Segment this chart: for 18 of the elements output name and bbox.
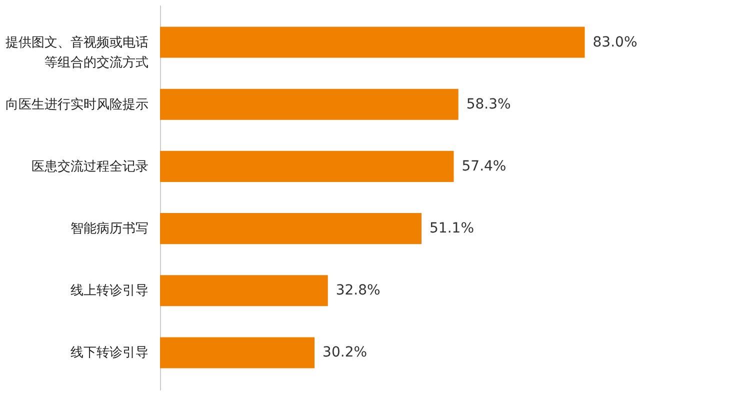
data-label: 32.8%	[336, 282, 380, 299]
data-label: 57.4%	[462, 158, 506, 174]
data-label: 58.3%	[466, 96, 511, 112]
y-tick-label: 医患交流过程全记录	[32, 158, 148, 174]
bar	[160, 150, 454, 182]
bar	[160, 337, 315, 368]
data-label: 30.2%	[322, 344, 368, 361]
data-label: 51.1%	[430, 220, 474, 237]
data-label: 83.0%	[592, 34, 638, 50]
y-tick-label: 线上转诊引导	[70, 284, 148, 299]
bar	[160, 88, 458, 120]
y-tick-label: 线下转诊引导	[70, 346, 148, 361]
bar	[160, 26, 585, 58]
bar	[160, 213, 422, 244]
bar	[160, 275, 328, 306]
y-tick-label: 智能病历书写	[70, 222, 148, 237]
y-tick-label: 提供图文、音视频或电话等组合的交流方式	[6, 35, 148, 70]
y-tick-label: 向医生进行实时风险提示	[6, 97, 148, 112]
